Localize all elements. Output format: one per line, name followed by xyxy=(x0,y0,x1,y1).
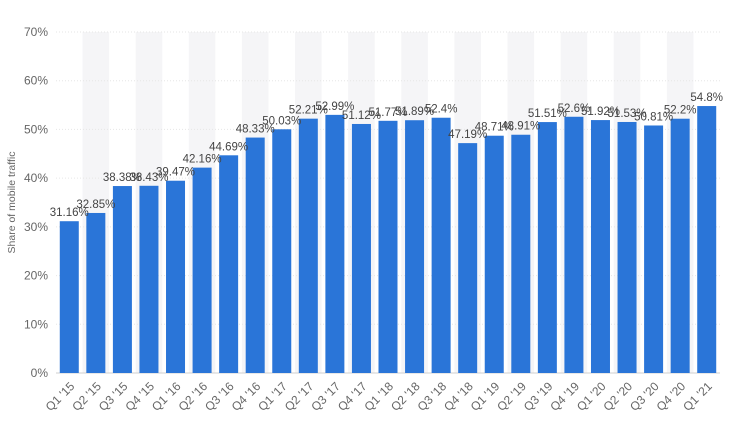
bar xyxy=(644,125,664,373)
data-label: 50.81% xyxy=(634,111,673,123)
data-label: 50.03% xyxy=(262,115,301,127)
x-tick-label: Q2 '20 xyxy=(601,379,636,414)
data-label: 51.53% xyxy=(608,108,647,120)
x-tick-label: Q4 '16 xyxy=(229,379,264,414)
data-label: 52.2% xyxy=(664,105,697,117)
data-label: 48.33% xyxy=(236,124,275,136)
x-tick-label: Q1 '19 xyxy=(468,379,503,414)
bar xyxy=(405,120,425,373)
data-label: 51.77% xyxy=(368,107,407,119)
bar xyxy=(166,180,186,373)
data-label: 48.91% xyxy=(501,121,540,133)
y-tick-label: 0% xyxy=(31,366,49,380)
x-tick-label: Q3 '19 xyxy=(521,379,556,414)
data-label: 52.99% xyxy=(315,101,354,113)
bar xyxy=(192,167,212,373)
bar xyxy=(59,221,79,373)
data-label: 32.85% xyxy=(76,199,115,211)
bar xyxy=(219,155,239,373)
bars xyxy=(59,106,717,374)
bar xyxy=(378,120,398,373)
y-tick-label: 10% xyxy=(24,317,48,331)
data-label: 51.92% xyxy=(581,106,620,118)
y-tick-label: 60% xyxy=(24,74,48,88)
bar xyxy=(590,120,610,373)
x-tick-label: Q3 '20 xyxy=(627,379,662,414)
x-tick-label: Q3 '15 xyxy=(96,379,131,414)
y-tick-label: 30% xyxy=(24,220,48,234)
x-tick-label: Q2 '15 xyxy=(69,379,104,414)
y-tick-label: 20% xyxy=(24,269,48,283)
y-axis-ticks: 0% 10% 20% 30% 40% 50% 60% 70% xyxy=(24,25,48,380)
bar xyxy=(112,186,132,373)
x-tick-label: Q1 '17 xyxy=(255,379,290,414)
data-labels: 31.16%32.85% 38.38%38.43%39.47%42.16%44.6… xyxy=(50,92,723,219)
data-label: 48.71% xyxy=(475,122,514,134)
bar xyxy=(351,123,371,374)
y-tick-label: 50% xyxy=(24,122,48,136)
data-label: 31.16% xyxy=(50,207,89,219)
x-tick-label: Q4 '17 xyxy=(335,379,370,414)
data-label: 47.19% xyxy=(448,129,487,141)
bar xyxy=(537,122,557,373)
x-tick-label: Q1 '21 xyxy=(680,379,715,414)
x-tick-label: Q3 '17 xyxy=(308,379,343,414)
y-tick-label: 40% xyxy=(24,171,48,185)
x-tick-label: Q4 '19 xyxy=(547,379,582,414)
x-tick-label: Q4 '15 xyxy=(122,379,157,414)
x-tick-label: Q2 '18 xyxy=(388,379,423,414)
bar xyxy=(697,106,717,373)
y-tick-label: 70% xyxy=(24,25,48,39)
y-axis-title: Share of mobile traffic xyxy=(6,152,18,254)
data-label: 54.8% xyxy=(690,92,723,104)
x-tick-label: Q1 '15 xyxy=(43,379,78,414)
data-label: 51.51% xyxy=(528,108,567,120)
x-tick-label: Q4 '20 xyxy=(654,379,689,414)
x-tick-label: Q2 '17 xyxy=(282,379,317,414)
x-tick-label: Q3 '18 xyxy=(415,379,450,414)
bar xyxy=(617,121,637,374)
x-tick-label: Q1 '18 xyxy=(361,379,396,414)
data-label: 39.47% xyxy=(156,167,195,179)
x-tick-label: Q2 '16 xyxy=(176,379,211,414)
data-label: 38.38% xyxy=(103,172,142,184)
data-label: 51.12% xyxy=(342,110,381,122)
x-tick-label: Q2 '19 xyxy=(494,379,529,414)
x-tick-label: Q1 '16 xyxy=(149,379,184,414)
data-label: 51.89% xyxy=(395,106,434,118)
bar xyxy=(511,134,531,373)
data-label: 38.43% xyxy=(129,172,168,184)
bar xyxy=(484,135,504,373)
bar xyxy=(245,137,265,373)
data-label: 42.16% xyxy=(183,154,222,166)
data-label: 52.21% xyxy=(289,105,328,117)
x-tick-label: Q3 '16 xyxy=(202,379,237,414)
bar xyxy=(670,118,690,373)
bar xyxy=(298,118,318,373)
bar xyxy=(431,117,451,373)
bar xyxy=(272,129,292,373)
bar xyxy=(86,212,106,373)
x-tick-label: Q4 '18 xyxy=(441,379,476,414)
bar xyxy=(458,143,478,373)
data-label: 44.69% xyxy=(209,141,248,153)
bar xyxy=(139,185,159,373)
data-label: 52.6% xyxy=(558,103,591,115)
bar xyxy=(325,114,345,373)
x-tick-label: Q1 '20 xyxy=(574,379,609,414)
data-label: 52.4% xyxy=(425,104,458,116)
bar xyxy=(564,116,584,374)
